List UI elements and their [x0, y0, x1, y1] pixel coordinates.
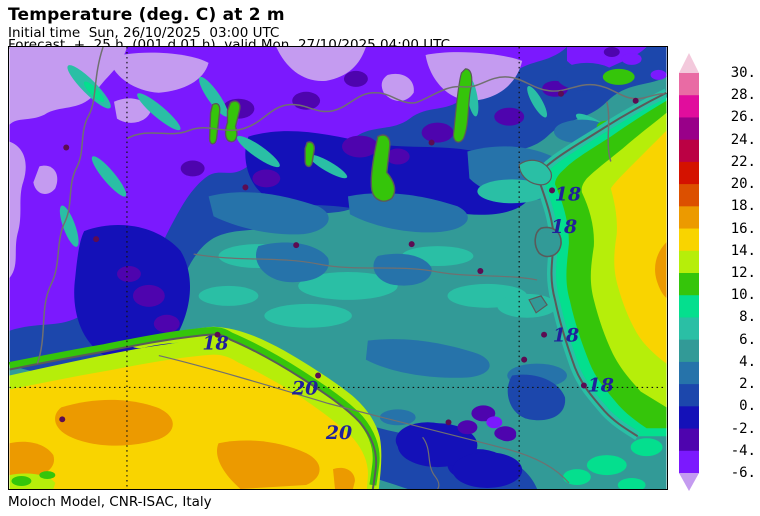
colorbar-tick: 28. — [730, 87, 756, 104]
colorbar-tick: 26. — [730, 109, 756, 126]
city-dot — [428, 139, 435, 146]
city-dot — [242, 184, 249, 191]
colorbar-segment — [679, 450, 699, 474]
initial-time-line: Initial time Sun, 26/10/2025 03:00 UTC — [8, 25, 280, 41]
colorbar-segment — [679, 184, 699, 207]
city-dot — [408, 241, 415, 248]
temperature-map: 18 18 18 18 18 20 20 — [9, 47, 667, 489]
temp-label: 18 — [202, 333, 228, 355]
colorbar-segment — [679, 250, 699, 274]
colorbar-segment — [679, 295, 699, 318]
colorbar-tick: 24. — [730, 131, 756, 148]
colorbar-tick: 2. — [739, 376, 756, 393]
city-dot — [445, 419, 452, 426]
colorbar-tick: 22. — [730, 153, 756, 170]
colorbar-segment — [679, 95, 699, 118]
city-dot — [521, 356, 528, 363]
lake-garda — [370, 134, 396, 202]
page-title: Temperature (deg. C) at 2 m — [8, 5, 285, 25]
colorbar-tick: 20. — [730, 176, 756, 193]
city-dot — [541, 331, 548, 338]
colorbar-tick: 6. — [739, 331, 756, 348]
city-dot — [549, 187, 556, 194]
colorbar-tick: 8. — [739, 309, 756, 326]
colorbar-tick: 18. — [730, 198, 756, 215]
city-dot — [580, 382, 587, 389]
city-dots — [59, 90, 639, 426]
colorbar-segment — [679, 317, 699, 341]
colorbar-tick: 30. — [730, 65, 756, 81]
colorbar-tick: -2. — [730, 420, 756, 437]
temperature-value-labels: 18 18 18 18 18 20 20 — [202, 183, 614, 444]
city-dot — [558, 90, 564, 97]
colorbar-segment — [679, 361, 699, 385]
lake-maggiore — [208, 102, 221, 145]
colorbar-tick: 16. — [730, 220, 756, 237]
ligurian-coastline — [9, 333, 378, 489]
lake-iseo — [304, 141, 315, 168]
city-dot — [63, 144, 70, 151]
colorbar-tick: 0. — [739, 398, 756, 415]
colorbar-segment — [679, 117, 699, 141]
temp-label: 18 — [588, 374, 614, 396]
temp-label: 18 — [553, 325, 579, 347]
city-dot — [93, 236, 100, 243]
city-dot — [214, 331, 221, 338]
colorbar-tick: -6. — [730, 465, 756, 481]
alps-region — [9, 47, 667, 386]
adriatic-sea — [518, 88, 667, 441]
colorbar-segment — [679, 73, 699, 96]
temp-label: 20 — [325, 422, 352, 444]
colorbar-segment — [679, 406, 699, 430]
colorbar-tick: -4. — [730, 442, 756, 459]
temp-label: 18 — [555, 183, 581, 205]
city-dot — [293, 242, 300, 249]
colorbar-segment — [679, 161, 699, 185]
colorbar-segment — [679, 228, 699, 252]
city-dot — [59, 416, 66, 423]
temp-label: 20 — [291, 377, 318, 399]
cold-spots — [117, 47, 620, 333]
colorbar-segment — [679, 339, 699, 363]
colorbar-segment — [679, 384, 699, 407]
city-dot — [477, 268, 484, 274]
model-credit: Moloch Model, CNR-ISAC, Italy — [8, 494, 212, 510]
colorbar-segment — [679, 206, 699, 230]
colorbar-segment — [679, 428, 699, 452]
colorbar-tick: 4. — [739, 353, 756, 370]
city-dot — [632, 97, 639, 104]
map-area: 18 18 18 18 18 20 20 — [8, 46, 668, 490]
colorbar-segment — [679, 139, 699, 163]
colorbar-segment — [679, 273, 699, 296]
city-dot — [315, 372, 322, 379]
lakes — [208, 100, 396, 202]
colorbar-tick: 10. — [730, 287, 756, 304]
graticule — [9, 47, 667, 489]
temp-label: 18 — [551, 216, 577, 238]
colorbar — [679, 53, 699, 491]
colorbar-tick: 12. — [730, 265, 756, 281]
colorbar-tick: 14. — [730, 242, 756, 259]
venice-lagoon — [518, 159, 553, 186]
